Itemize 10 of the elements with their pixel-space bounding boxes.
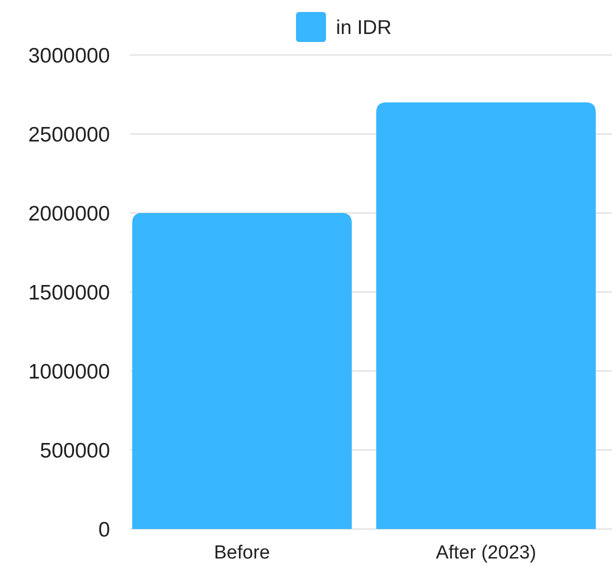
y-tick-label: 2500000: [28, 123, 110, 146]
legend-label: in IDR: [336, 17, 392, 39]
x-tick-label: Before: [214, 542, 270, 564]
y-tick-label: 2000000: [28, 202, 110, 226]
y-tick-label: 1500000: [28, 281, 110, 304]
y-tick-label: 500000: [40, 439, 110, 462]
y-tick-label: 3000000: [28, 44, 110, 68]
x-tick-label: After (2023): [436, 542, 536, 564]
y-tick-label: 1000000: [28, 360, 110, 384]
y-tick-label: 0: [98, 518, 110, 542]
